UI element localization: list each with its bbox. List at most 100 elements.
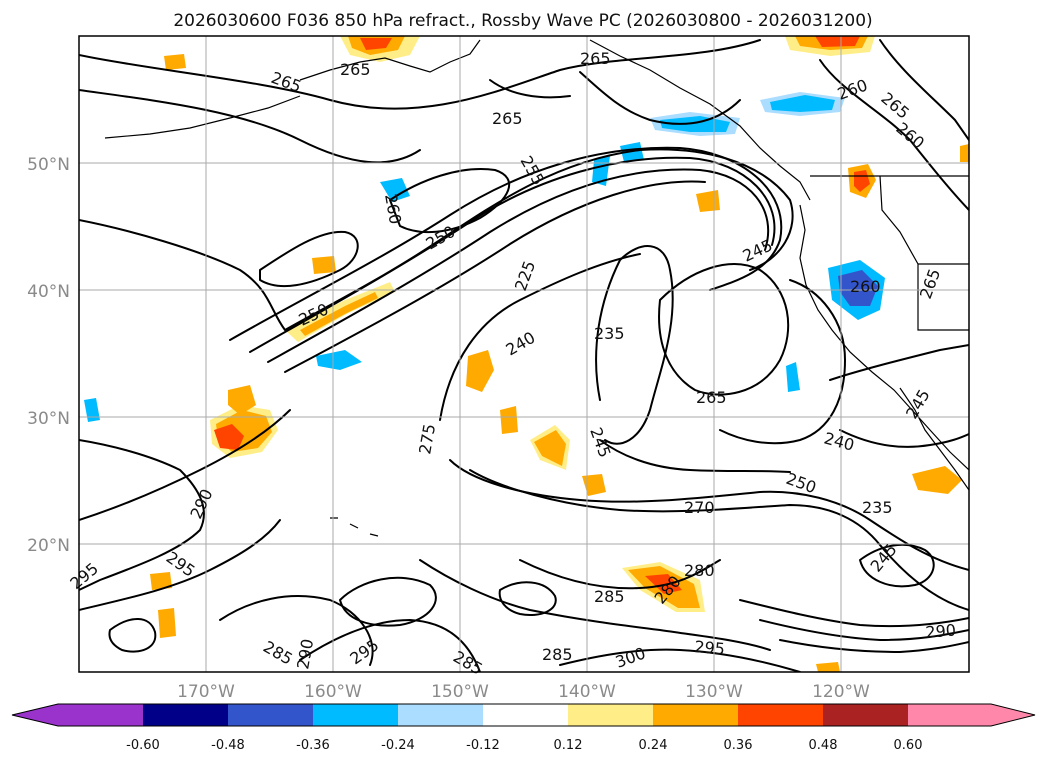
anomaly-patch	[150, 572, 172, 590]
refractivity-contours	[79, 39, 969, 672]
contour-line	[759, 619, 969, 641]
contour-label: 280	[684, 561, 715, 580]
contour-line	[498, 581, 557, 616]
anomaly-patch	[838, 270, 878, 306]
anomaly-patch	[500, 406, 518, 434]
anomaly-patch	[360, 38, 392, 50]
colorbar-extend-low	[12, 704, 58, 726]
lat-label: 30°N	[27, 409, 70, 429]
colorbar-tick-label: 0.12	[554, 738, 583, 753]
contour-line	[469, 469, 969, 611]
map-frame	[78, 35, 970, 673]
lon-label: 170°W	[177, 682, 235, 702]
contour-line	[579, 71, 741, 125]
lon-label: 160°W	[304, 682, 362, 702]
anomaly-patch	[645, 574, 682, 594]
lon-label: 120°W	[812, 682, 870, 702]
map-title: 2026030600 F036 850 hPa refract., Rossby…	[173, 11, 872, 31]
colorbar-tick-label: -0.48	[211, 738, 245, 753]
colorbar: -0.60 -0.48 -0.36 -0.24 -0.12 0.12 0.24 …	[11, 703, 1036, 753]
contour-line	[779, 639, 969, 653]
contour-line	[595, 245, 674, 445]
coastline	[104, 39, 969, 537]
contour-line	[79, 439, 205, 591]
anomaly-patch	[164, 54, 186, 70]
contour-line	[284, 180, 706, 373]
contour-label: 285	[594, 587, 625, 606]
longitude-labels: 170°W 160°W 150°W 140°W 130°W 120°W	[177, 682, 870, 702]
colorbar-tick-label: 0.60	[894, 738, 923, 753]
contour-line	[859, 543, 935, 588]
colorbar-segment	[398, 704, 483, 726]
anomaly-patch	[770, 95, 835, 112]
colorbar-segment	[823, 704, 908, 726]
anomaly-patch	[912, 466, 962, 494]
contour-line	[599, 439, 791, 473]
colorbar-outline	[11, 703, 1036, 727]
contour-line	[219, 595, 374, 666]
contour-line	[489, 79, 571, 99]
us-west-coast	[799, 204, 969, 471]
anomaly-patch	[158, 608, 176, 638]
anomaly-patch	[316, 350, 362, 370]
map-background	[79, 36, 969, 672]
gridlines	[79, 36, 969, 672]
contour-line	[79, 519, 281, 611]
anomaly-patch	[534, 430, 566, 466]
contour-line	[658, 263, 790, 396]
contour-line	[259, 230, 359, 287]
contour-line	[419, 559, 771, 651]
contour-line	[249, 156, 776, 353]
contour-label: 265	[580, 49, 611, 68]
contour-label: 235	[594, 324, 625, 343]
colorbar-segment	[143, 704, 228, 726]
lat-label: 50°N	[27, 155, 70, 175]
colorbar-segment	[568, 704, 653, 726]
contour-label: 285	[542, 645, 573, 664]
contour-label: 260	[850, 277, 881, 296]
contour-line	[839, 429, 969, 448]
anomaly-patch	[228, 385, 256, 415]
contour-line	[389, 168, 511, 234]
colorbar-segment	[483, 704, 568, 726]
colorbar-tick-label: 0.24	[639, 738, 668, 753]
colorbar-tick-label: -0.12	[466, 738, 500, 753]
colorbar-tick-label: -0.24	[381, 738, 415, 753]
colorbar-extend-high	[991, 704, 1035, 726]
anomaly-patch	[660, 116, 730, 132]
contour-line	[739, 599, 969, 628]
colorbar-tick-label: -0.60	[126, 738, 160, 753]
colorbar-segment	[908, 704, 991, 726]
colorbar-segment	[58, 704, 143, 726]
baja-coast	[899, 387, 969, 491]
colorbar-segment	[313, 704, 398, 726]
contour-label: 265	[492, 109, 523, 128]
contour-line	[79, 89, 421, 164]
alaska-coast	[299, 39, 481, 81]
lon-label: 140°W	[558, 682, 616, 702]
contour-line	[299, 619, 481, 672]
contour-line	[519, 559, 721, 590]
contour-line	[79, 39, 761, 110]
colorbar-tick-label: 0.48	[809, 738, 838, 753]
contour-line	[719, 279, 846, 445]
anomaly-patch	[466, 350, 494, 392]
lon-label: 130°W	[685, 682, 743, 702]
anomaly-patch	[816, 662, 840, 672]
aleutian-islands	[104, 95, 301, 139]
contour-line	[439, 253, 641, 421]
colorbar-tick-label: 0.36	[724, 738, 753, 753]
contour-line	[108, 618, 157, 653]
contour-label: 265	[340, 60, 371, 79]
contour-line	[229, 146, 783, 341]
anomaly-patch	[300, 292, 378, 336]
contour-line	[879, 39, 969, 141]
hawaii	[330, 517, 379, 537]
contour-label: 295	[694, 637, 726, 659]
lon-label: 150°W	[431, 682, 489, 702]
anomaly-patch	[312, 256, 336, 274]
contour-line	[79, 409, 291, 521]
anomaly-patch	[84, 398, 100, 422]
lat-label: 40°N	[27, 282, 70, 302]
contour-line	[559, 648, 801, 672]
